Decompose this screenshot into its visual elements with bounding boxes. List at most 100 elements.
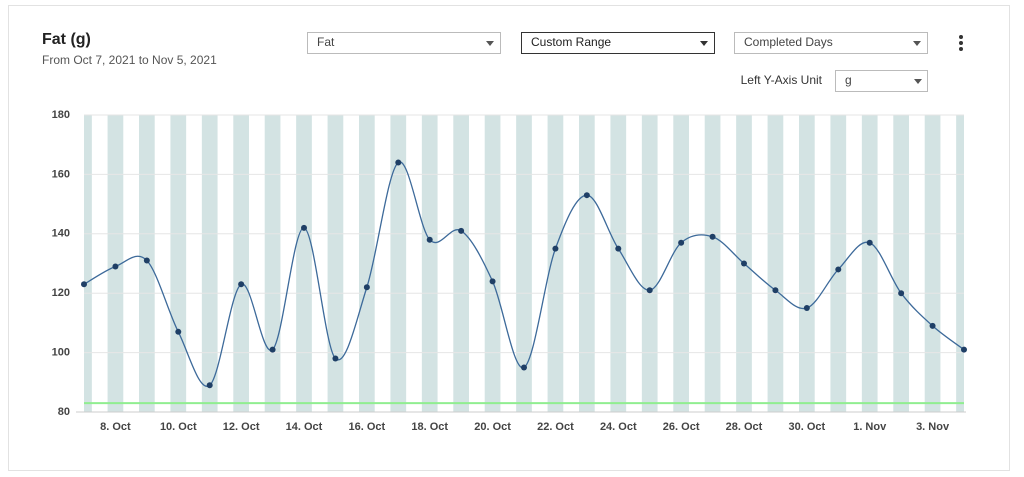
dropdown-text: Fat [317, 35, 335, 49]
x-tick-label: 26. Oct [663, 421, 700, 433]
data-point [112, 263, 119, 270]
day-band [547, 115, 564, 412]
day-band [861, 115, 878, 412]
data-point [803, 305, 810, 312]
unit-label: Left Y-Axis Unit [741, 73, 823, 87]
menu-button[interactable] [959, 35, 963, 51]
day-band [327, 115, 344, 412]
x-tick-label: 28. Oct [726, 421, 763, 433]
unit-dropdown[interactable]: g [835, 70, 928, 92]
days-dropdown[interactable]: Completed Days [734, 32, 928, 54]
data-point [741, 260, 747, 267]
dropdown-arrow [700, 41, 708, 46]
day-band [893, 115, 909, 412]
data-point [898, 290, 905, 297]
day-band [264, 115, 281, 412]
data-point [835, 266, 842, 273]
dropdown-box[interactable] [734, 32, 928, 54]
data-point [489, 278, 496, 285]
day-band [233, 115, 249, 412]
day-band [673, 115, 689, 412]
x-tick-label: 20. Oct [474, 421, 511, 433]
day-band [767, 115, 784, 412]
data-point [238, 281, 245, 288]
data-point [646, 287, 653, 294]
x-tick-label: 18. Oct [411, 421, 448, 433]
day-band [516, 115, 532, 412]
day-band [359, 115, 375, 412]
day-band [421, 115, 438, 412]
dropdown-text: g [845, 73, 852, 87]
x-tick-label: 16. Oct [349, 421, 386, 433]
data-point [929, 322, 936, 329]
y-tick-label: 180 [52, 109, 70, 121]
x-tick-label: 30. Oct [789, 421, 826, 433]
data-point [709, 233, 716, 240]
day-band [390, 115, 407, 412]
data-point [521, 364, 527, 371]
day-band [170, 115, 187, 412]
x-tick-label: 24. Oct [600, 421, 637, 433]
menu-dot [959, 35, 963, 39]
day-band [579, 115, 595, 412]
day-band [830, 115, 847, 412]
day-band [610, 115, 627, 412]
data-point [175, 328, 182, 335]
day-band [84, 115, 92, 412]
data-point [143, 257, 150, 264]
data-point [615, 245, 622, 252]
x-tick-label: 8. Oct [100, 421, 131, 433]
data-point [269, 346, 276, 353]
day-band [956, 115, 964, 412]
data-point [206, 382, 213, 389]
data-point [772, 287, 779, 294]
chart-subtitle: From Oct 7, 2021 to Nov 5, 2021 [42, 53, 217, 67]
data-point [395, 159, 402, 166]
data-point [332, 355, 339, 362]
y-tick-label: 160 [52, 168, 70, 180]
x-tick-label: 1. Nov [853, 421, 887, 433]
dropdown-text: Custom Range [531, 35, 611, 49]
day-band [924, 115, 941, 412]
x-tick-label: 3. Nov [916, 421, 950, 433]
day-band [201, 115, 218, 412]
metric-dropdown[interactable]: Fat [307, 32, 501, 54]
dropdown-box[interactable] [835, 70, 928, 92]
series-line [83, 161, 965, 387]
x-tick-label: 10. Oct [160, 421, 197, 433]
y-tick-label: 140 [52, 228, 70, 240]
dropdown-box[interactable] [307, 32, 501, 54]
x-tick-label: 22. Oct [537, 421, 574, 433]
y-tick-label: 80 [58, 406, 70, 418]
range-dropdown[interactable]: Custom Range [521, 32, 715, 54]
data-point [552, 245, 559, 252]
day-band [296, 115, 312, 412]
menu-dot [959, 41, 963, 45]
day-band [704, 115, 721, 412]
data-point [81, 281, 87, 288]
data-point [866, 239, 873, 246]
data-point [678, 239, 685, 246]
day-band [641, 115, 658, 412]
day-band [799, 115, 815, 412]
data-point [426, 236, 433, 243]
dropdown-arrow [486, 41, 494, 46]
menu-dot [959, 47, 963, 51]
y-tick-label: 100 [52, 347, 70, 359]
dropdown-text: Completed Days [744, 35, 833, 49]
dropdown-arrow [914, 79, 922, 84]
data-point [363, 284, 370, 291]
data-point [458, 227, 465, 234]
y-tick-label: 120 [52, 287, 70, 299]
dropdown-arrow [913, 41, 921, 46]
day-band [453, 115, 469, 412]
x-tick-label: 12. Oct [223, 421, 260, 433]
day-band [484, 115, 501, 412]
data-point [583, 192, 590, 199]
x-tick-label: 14. Oct [286, 421, 323, 433]
data-point [301, 224, 307, 231]
data-point [961, 346, 967, 353]
chart-title: Fat (g) [42, 31, 91, 48]
dropdown-box[interactable] [521, 32, 715, 54]
